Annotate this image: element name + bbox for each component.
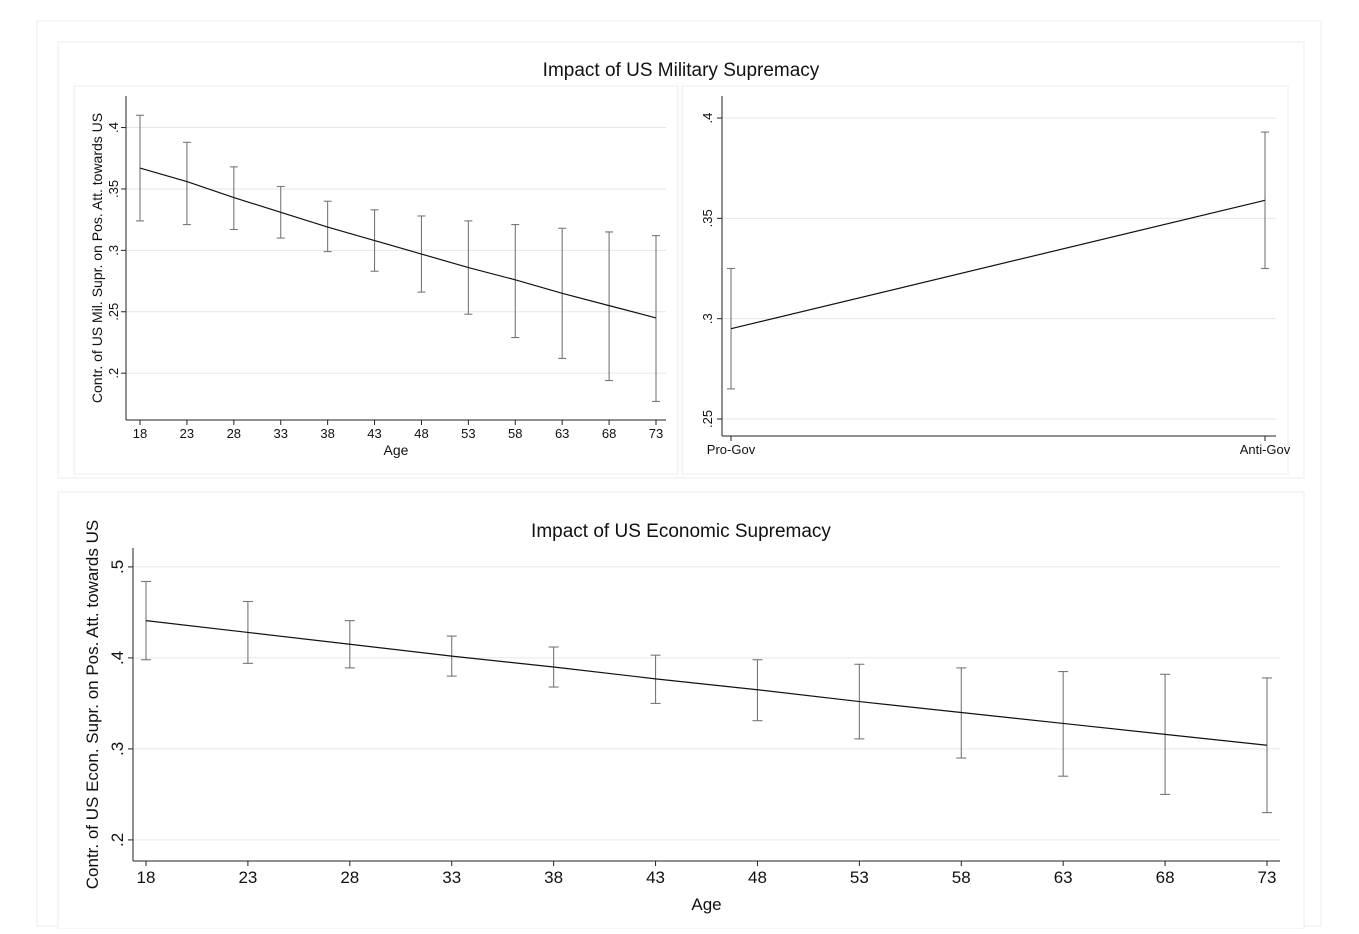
fitted-line	[139, 167, 657, 319]
y-tick-label: .2	[108, 833, 127, 847]
y-tick-label: .5	[108, 560, 127, 574]
fitted-line	[145, 620, 1268, 746]
y-tick-label: .35	[106, 180, 121, 198]
x-tick-label: 73	[1258, 868, 1277, 887]
x-tick-label: 48	[748, 868, 767, 887]
panel-economic-age: .2 .3 .4 .5 18 23 28 33 38 43 48 53 58 63 68 73 Contr. o…	[83, 520, 1280, 914]
y-tick-label: .3	[108, 742, 127, 756]
bottom-title: Impact of US Economic Supremacy	[531, 521, 831, 542]
x-tick-label: 73	[649, 426, 663, 441]
x-tick-label: 48	[414, 426, 428, 441]
x-tick-label: 43	[646, 868, 665, 887]
x-tick-label: 18	[133, 426, 147, 441]
panel-frame-gov	[681, 85, 1289, 475]
x-tick-label: 28	[227, 426, 241, 441]
panel-military-age: .2 .25 .3 .35 .4 18 23 28 33 38 43 48 53 58 63 68 73 Cont…	[89, 96, 666, 458]
x-tick-label: 58	[508, 426, 522, 441]
x-tick-label: 43	[367, 426, 381, 441]
y-tick-label: .3	[700, 313, 715, 324]
x-axis-title: Age	[384, 442, 409, 458]
x-tick-label: 38	[320, 426, 334, 441]
x-tick-label: 38	[544, 868, 563, 887]
y-tick-label: .35	[700, 209, 715, 227]
panel-frame-age	[73, 85, 679, 475]
x-tick-label: 23	[238, 868, 257, 887]
category-label: Anti-Gov	[1240, 442, 1291, 457]
panel-military-government: .25 .3 .35 .4 Pro-Gov Anti-Gov	[700, 96, 1291, 457]
x-tick-label: 33	[442, 868, 461, 887]
y-tick-label: .4	[108, 651, 127, 665]
top-title: Impact of US Military Supremacy	[543, 60, 820, 81]
x-axis-title: Age	[691, 895, 721, 914]
y-tick-label: .3	[106, 245, 121, 256]
category-label: Pro-Gov	[707, 442, 756, 457]
x-tick-label: 33	[273, 426, 287, 441]
x-tick-label: 58	[952, 868, 971, 887]
y-axis-title: Contr. of US Econ. Supr. on Pos. Att. to…	[83, 520, 102, 889]
x-tick-label: 23	[180, 426, 194, 441]
x-tick-label: 28	[340, 868, 359, 887]
fitted-line	[730, 199, 1266, 330]
bottom-graph-frame	[57, 491, 1305, 930]
y-tick-label: .4	[106, 122, 121, 133]
y-axis-title: Contr. of US Mil. Supr. on Pos. Att. tow…	[89, 113, 105, 403]
x-tick-label: 68	[602, 426, 616, 441]
x-tick-label: 68	[1156, 868, 1175, 887]
x-tick-label: 63	[555, 426, 569, 441]
x-tick-label: 18	[137, 868, 156, 887]
y-tick-label: .25	[700, 410, 715, 428]
x-tick-label: 63	[1054, 868, 1073, 887]
x-tick-label: 53	[850, 868, 869, 887]
y-tick-label: .4	[700, 113, 715, 124]
x-tick-label: 53	[461, 426, 475, 441]
y-tick-label: .25	[106, 303, 121, 321]
y-tick-label: .2	[106, 368, 121, 379]
